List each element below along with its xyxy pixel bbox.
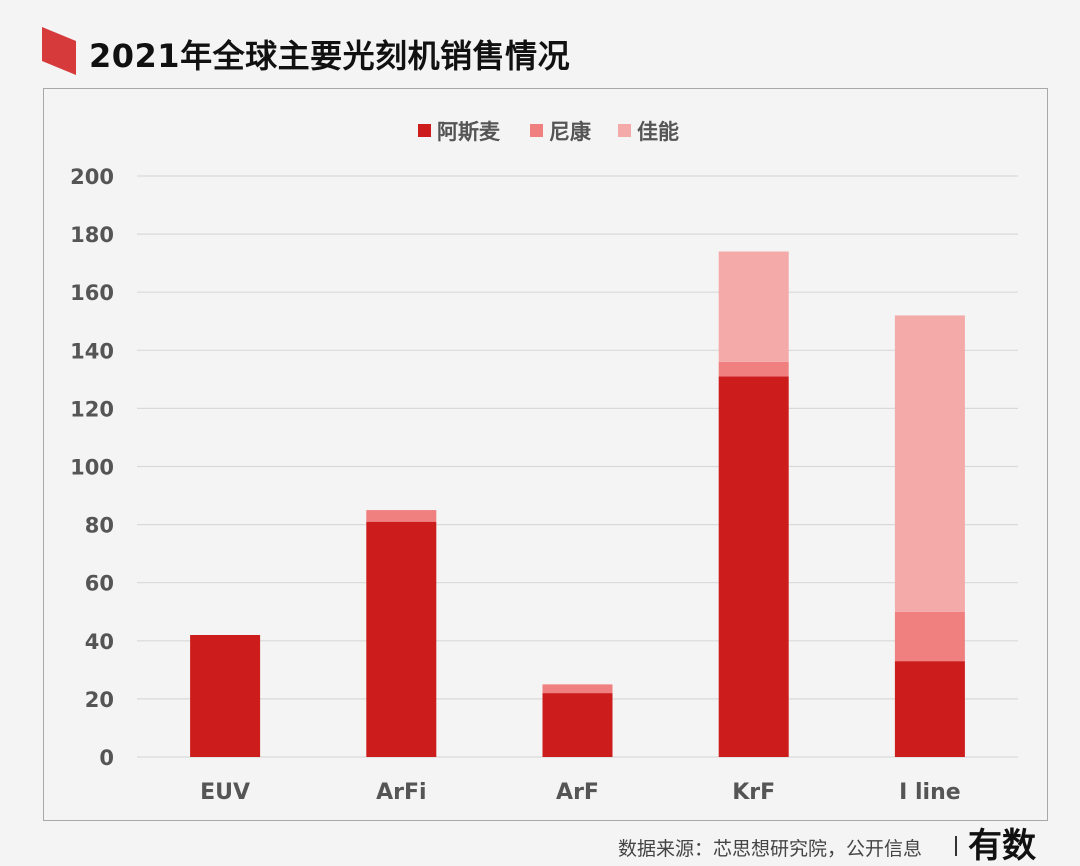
y-tick-label: 60 xyxy=(85,572,114,596)
y-tick-label: 120 xyxy=(70,397,114,421)
legend-label: 阿斯麦 xyxy=(437,120,501,144)
y-tick-label: 200 xyxy=(70,165,114,189)
y-tick-label: 0 xyxy=(99,746,114,770)
x-tick-label: KrF xyxy=(732,780,775,805)
legend-swatch xyxy=(418,124,431,137)
x-tick-label: I line xyxy=(899,780,961,805)
legend-swatch xyxy=(618,124,631,137)
y-tick-label: 160 xyxy=(70,281,114,305)
y-tick-label: 180 xyxy=(70,223,114,247)
footer-divider xyxy=(955,836,957,856)
page-title: 2021年全球主要光刻机销售情况 xyxy=(89,37,571,75)
x-tick-label: ArF xyxy=(556,780,599,805)
x-tick-label: EUV xyxy=(200,780,250,805)
bar-segment xyxy=(366,521,437,757)
brand-logo: 有数 xyxy=(968,826,1036,866)
y-tick-label: 140 xyxy=(70,339,114,363)
y-tick-label: 80 xyxy=(85,514,114,538)
bar-segment xyxy=(894,611,965,662)
bar-segment xyxy=(542,693,613,757)
title-accent-icon xyxy=(42,27,76,75)
bar-segment xyxy=(542,684,613,694)
bar-segment xyxy=(366,510,437,522)
legend-swatch xyxy=(530,124,543,137)
bar-segment xyxy=(718,361,789,377)
y-tick-label: 40 xyxy=(85,630,114,654)
legend-label: 尼康 xyxy=(549,120,592,144)
bar-segment xyxy=(894,315,965,612)
bar-segment xyxy=(190,634,261,757)
stacked-bar-chart: 0 20 40 60 80 100 120 140 160 180 200 EUV ArFi ArF KrF… xyxy=(70,120,1018,805)
bar-segment xyxy=(718,376,789,757)
y-tick-label: 20 xyxy=(85,688,114,712)
chart-panel: 0 20 40 60 80 100 120 140 160 180 200 EUV ArFi ArF KrF… xyxy=(43,88,1048,821)
bar-segment xyxy=(894,661,965,757)
bar-segment xyxy=(718,251,789,362)
y-tick-label: 100 xyxy=(70,456,114,480)
data-source-note: 数据来源：芯思想研究院，公开信息 xyxy=(618,838,923,860)
x-tick-label: ArFi xyxy=(376,780,426,805)
legend-label: 佳能 xyxy=(637,120,679,144)
